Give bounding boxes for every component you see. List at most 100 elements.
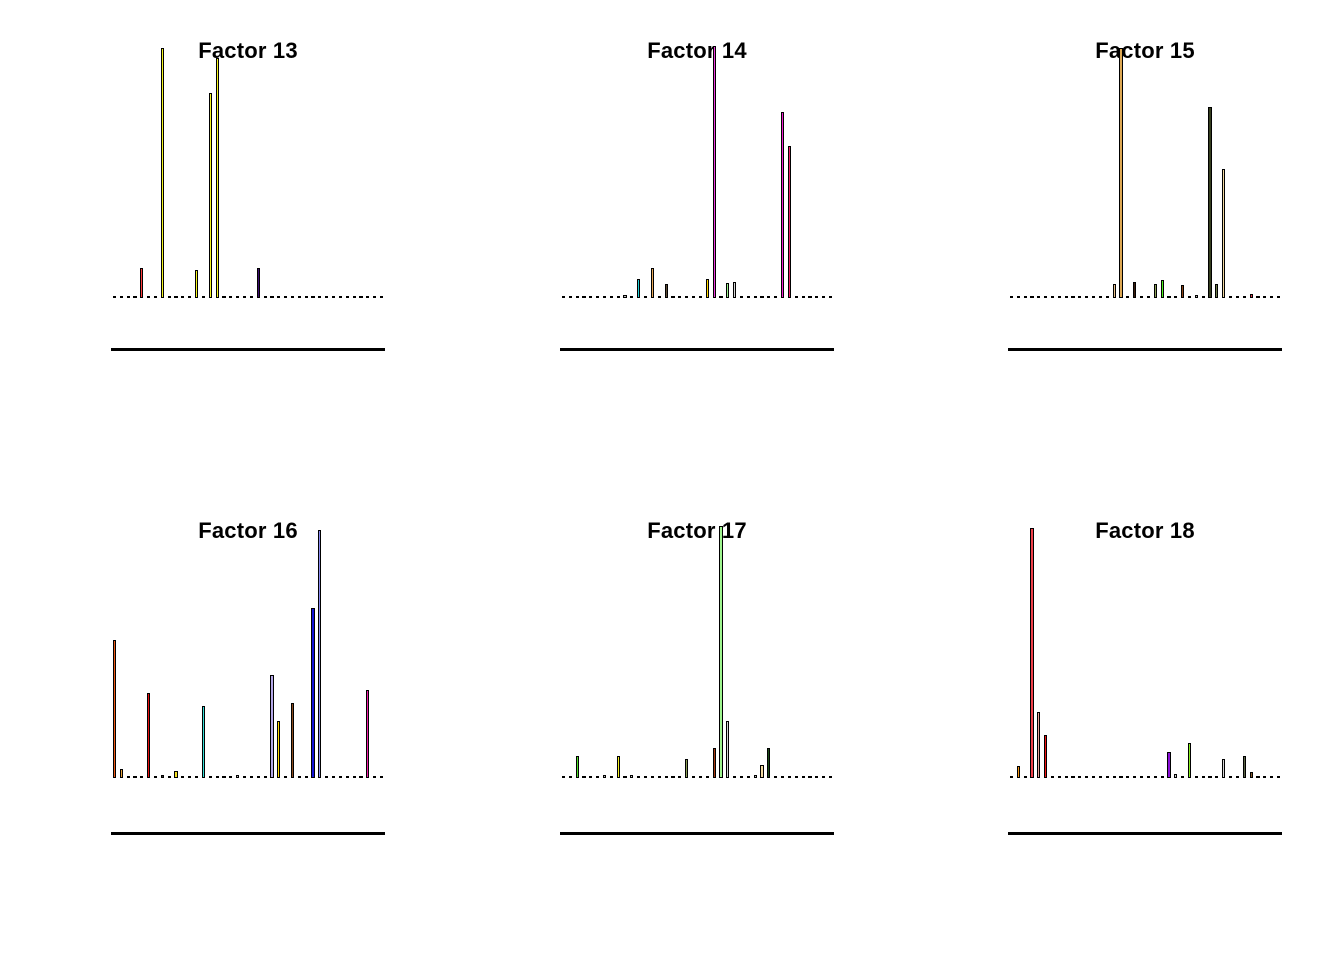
bar	[1276, 296, 1281, 298]
bar	[1235, 296, 1240, 298]
bar	[284, 776, 288, 778]
bar	[1146, 296, 1150, 298]
bar	[1249, 772, 1253, 778]
bar	[739, 776, 744, 778]
bar	[794, 296, 798, 298]
bar	[616, 756, 620, 778]
bar	[256, 268, 260, 298]
bar	[229, 776, 233, 778]
bar	[1078, 296, 1082, 298]
bar	[366, 296, 370, 298]
bar	[678, 296, 682, 298]
bar	[698, 776, 702, 778]
bar	[1256, 776, 1260, 778]
bar	[167, 296, 171, 298]
bar	[685, 296, 689, 298]
bar	[801, 296, 805, 298]
bar	[1146, 776, 1150, 778]
bar	[1201, 296, 1205, 298]
bar	[311, 607, 315, 778]
bar	[815, 296, 819, 298]
bar	[249, 776, 253, 778]
bar	[1133, 776, 1137, 778]
x-axis-baseline-factor-17	[560, 832, 834, 835]
x-axis-baseline-factor-16	[111, 832, 385, 835]
bar	[794, 776, 798, 778]
bar	[1201, 776, 1205, 778]
bar	[338, 776, 343, 778]
bar	[705, 776, 709, 778]
bar	[270, 296, 274, 298]
bar	[153, 776, 158, 778]
bar	[815, 776, 819, 778]
bar	[808, 296, 812, 298]
bar	[1194, 294, 1198, 298]
bar	[1092, 296, 1096, 298]
bar	[602, 296, 607, 298]
bar	[222, 296, 226, 298]
bar	[1174, 296, 1178, 298]
bar	[1085, 776, 1089, 778]
bar	[568, 776, 572, 778]
bar	[208, 776, 212, 778]
bar	[222, 775, 226, 778]
bar	[781, 112, 785, 298]
bar	[630, 296, 634, 298]
bar	[188, 296, 192, 298]
bar	[242, 776, 247, 778]
bar	[1139, 296, 1144, 298]
bar	[733, 282, 737, 298]
bar	[345, 775, 349, 778]
bar	[277, 721, 281, 778]
bar	[1263, 296, 1267, 298]
bar	[167, 776, 171, 778]
bar	[644, 296, 648, 298]
bar	[236, 296, 240, 298]
bar	[705, 278, 709, 298]
bar	[201, 705, 206, 778]
bar	[691, 296, 696, 298]
bar	[1160, 776, 1164, 778]
bar	[582, 296, 586, 298]
bar	[616, 296, 620, 298]
panel-title-factor-16: Factor 16	[198, 518, 298, 543]
bar	[575, 296, 579, 298]
bar	[1126, 296, 1130, 298]
bar	[1208, 776, 1212, 778]
bar	[1187, 743, 1192, 778]
bar	[284, 295, 288, 298]
bar	[1112, 283, 1116, 298]
bar	[719, 526, 723, 778]
bar	[119, 768, 123, 778]
bar	[691, 776, 696, 778]
bar	[215, 58, 219, 298]
bar	[767, 748, 771, 778]
bar	[1249, 294, 1253, 298]
bar	[236, 775, 240, 778]
x-axis-baseline-factor-18	[1008, 832, 1282, 835]
bar	[112, 639, 116, 778]
x-axis-baseline-factor-13	[111, 348, 385, 351]
bar	[290, 703, 295, 778]
bar	[352, 296, 356, 298]
bar	[568, 296, 572, 298]
bar	[188, 776, 192, 778]
plot-area-factor-17	[560, 520, 834, 778]
bar	[1256, 296, 1260, 298]
bar	[1064, 296, 1068, 298]
bar	[726, 721, 730, 778]
bar	[1085, 296, 1089, 298]
bar	[781, 776, 785, 778]
bar	[561, 776, 565, 778]
bar	[664, 283, 668, 298]
bar	[297, 776, 301, 778]
bar	[174, 296, 178, 298]
bar	[119, 296, 123, 298]
bar	[215, 776, 219, 778]
bar	[1167, 752, 1171, 778]
bar	[774, 295, 778, 298]
bar	[602, 774, 607, 778]
bar	[242, 296, 247, 298]
bar	[160, 47, 164, 298]
